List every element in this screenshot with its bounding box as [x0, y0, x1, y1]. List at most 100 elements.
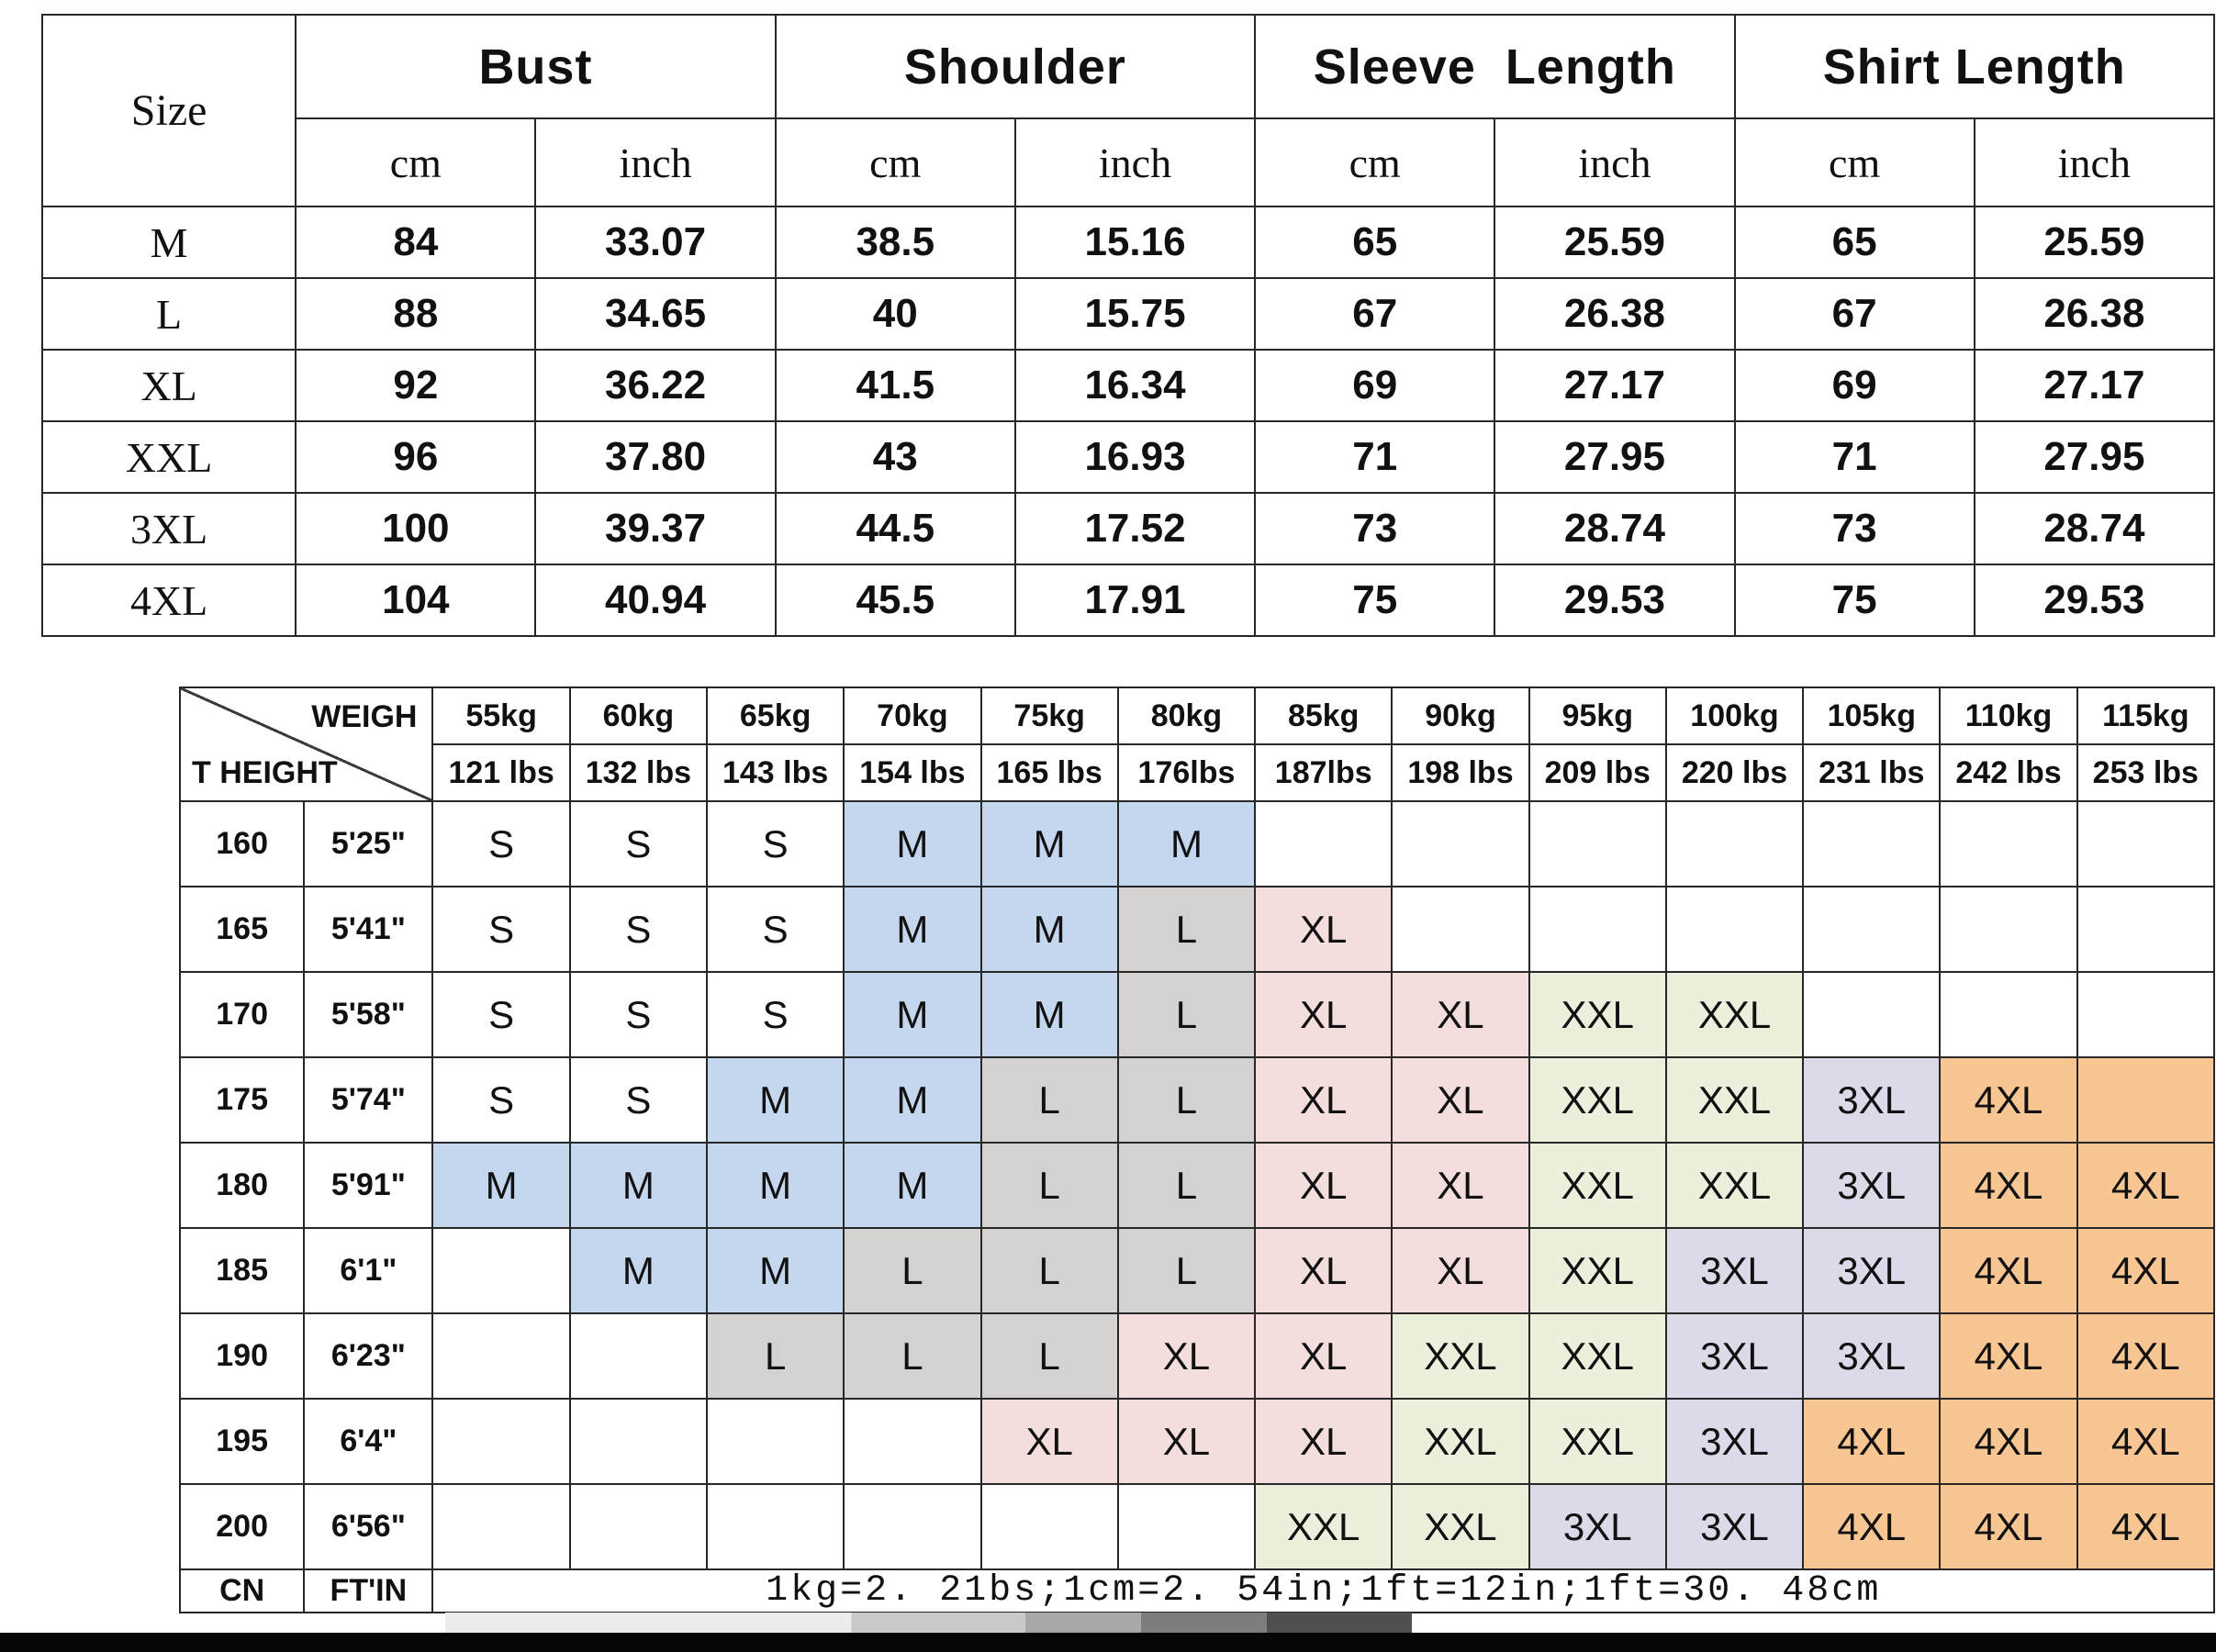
fit-cell: M [843, 971, 982, 1058]
size-cell: 33.07 [534, 206, 777, 279]
fit-cell [2076, 800, 2216, 887]
height-cm-cell: 185 [178, 1227, 306, 1314]
fit-cell [1939, 886, 2078, 973]
fit-cell: 3XL [1664, 1227, 1805, 1314]
fit-cell: M [431, 1142, 571, 1229]
fit-cell: XL [1254, 886, 1393, 973]
size-cell: 65 [1733, 206, 1975, 279]
height-cm-cell: 200 [178, 1483, 306, 1570]
size-row-label: L [40, 277, 297, 351]
fit-table-body: 160 5'25" S S S M M M 165 5'41" S S S M M L XL 170 5'58" S S… [178, 800, 2216, 1570]
conversion-note: 1kg=2. 21bs;1cm=2. 54in;1ft=12in;1ft=30.… [431, 1568, 2215, 1613]
fit-cell [2076, 1056, 2216, 1144]
size-row: L 88 34.65 40 15.75 67 26.38 67 26.38 [40, 277, 2216, 351]
fit-cell: M [843, 800, 982, 887]
shoulder-group-header: Shoulder [774, 14, 1257, 119]
weight-lbs-cell: 121 lbs [431, 743, 571, 802]
size-row-label: 3XL [40, 492, 297, 565]
size-row-label: XXL [40, 420, 297, 494]
size-cell: 17.91 [1013, 564, 1257, 637]
size-header-cell: Size [40, 14, 297, 207]
fit-cell: S [706, 971, 845, 1058]
unit-header: cm [1254, 117, 1496, 207]
fit-cell: XXL [1528, 971, 1667, 1058]
fit-cell [2076, 971, 2216, 1058]
size-cell: 16.34 [1013, 349, 1257, 422]
fit-cell: XL [1391, 1056, 1530, 1144]
fit-cell: XL [1391, 971, 1530, 1058]
weight-lbs-cell: 242 lbs [1939, 743, 2078, 802]
size-cell: 40.94 [534, 564, 777, 637]
fit-cell: L [843, 1312, 982, 1400]
fit-cell: XL [1116, 1398, 1257, 1485]
fit-cell: XL [1254, 971, 1393, 1058]
size-row: M 84 33.07 38.5 15.16 65 25.59 65 25.59 [40, 206, 2216, 279]
fit-cell [1528, 800, 1667, 887]
size-cell: 41.5 [774, 349, 1016, 422]
size-cell: 39.37 [534, 492, 777, 565]
height-ft-cell: 5'58" [303, 971, 434, 1058]
fit-row: 175 5'74" S S M M L L XL XL XXL XXL 3XL 4XL [178, 1056, 2216, 1144]
fit-cell [1116, 1483, 1257, 1570]
size-cell: 28.74 [1494, 492, 1736, 565]
size-cell: 27.95 [1973, 420, 2216, 494]
weight-kg-cell: 75kg [979, 686, 1119, 745]
fit-cell: L [979, 1312, 1119, 1400]
fit-cell [431, 1227, 571, 1314]
fit-cell: XXL [1528, 1142, 1667, 1229]
fit-cell: XXL [1528, 1227, 1667, 1314]
fit-cell: 4XL [1939, 1142, 2078, 1229]
height-cm-cell: 165 [178, 886, 306, 973]
height-cm-cell: 175 [178, 1056, 306, 1144]
size-row-label: XL [40, 349, 297, 422]
fit-cell: XXL [1528, 1312, 1667, 1400]
size-cell: 27.17 [1973, 349, 2216, 422]
fit-cell [843, 1398, 982, 1485]
fit-cell [1254, 800, 1393, 887]
weight-lbs-cell: 165 lbs [979, 743, 1119, 802]
fit-cell: 3XL [1802, 1056, 1942, 1144]
corner-height-label: T HEIGHT [192, 755, 338, 790]
fit-cell: M [706, 1227, 845, 1314]
size-row-label: M [40, 206, 297, 279]
bottom-black-bar [0, 1633, 2216, 1652]
fit-cell: 3XL [1802, 1227, 1942, 1314]
height-ft-cell: 6'4" [303, 1398, 434, 1485]
weight-kg-cell: 85kg [1254, 686, 1393, 745]
fit-cell: S [568, 886, 709, 973]
size-cell: 71 [1254, 420, 1496, 494]
fit-cell: XL [1391, 1227, 1530, 1314]
unit-header: inch [1973, 117, 2216, 207]
size-cell: 65 [1254, 206, 1496, 279]
fit-cell: M [568, 1227, 709, 1314]
fit-cell: 4XL [2076, 1227, 2216, 1314]
height-cm-cell: 160 [178, 800, 306, 887]
fit-cell: L [843, 1227, 982, 1314]
weight-kg-cell: 95kg [1528, 686, 1667, 745]
fit-cell: S [706, 886, 845, 973]
size-cell: 73 [1733, 492, 1975, 565]
fit-cell: 4XL [2076, 1312, 2216, 1400]
fit-cell: L [1116, 1056, 1257, 1144]
weight-kg-cell: 115kg [2076, 686, 2216, 745]
weight-lbs-cell: 143 lbs [706, 743, 845, 802]
size-cell: 67 [1254, 277, 1496, 351]
fit-cell: 4XL [1802, 1483, 1942, 1570]
fit-cell: M [979, 800, 1119, 887]
fit-cell: XL [1254, 1056, 1393, 1144]
fit-cell: XXL [1528, 1056, 1667, 1144]
size-cell: 43 [774, 420, 1016, 494]
height-cm-cell: 195 [178, 1398, 306, 1485]
fit-cell: XL [1254, 1142, 1393, 1229]
unit-header: cm [774, 117, 1016, 207]
fit-cell [1664, 800, 1805, 887]
size-cell: 29.53 [1973, 564, 2216, 637]
size-table-group-header-row: Size Bust Shoulder Sleeve Length Shirt L… [40, 14, 2216, 207]
fit-cell: XL [1254, 1227, 1393, 1314]
fit-cell: S [568, 800, 709, 887]
fit-cell [706, 1483, 845, 1570]
height-ft-cell: 6'1" [303, 1227, 434, 1314]
height-weight-fit-table: WEIGH T HEIGHT 55kg 60kg 65kg 70kg 75kg 80kg 8… [178, 686, 2216, 1613]
fit-cell: L [1116, 1227, 1257, 1314]
fit-cell: 4XL [2076, 1142, 2216, 1229]
